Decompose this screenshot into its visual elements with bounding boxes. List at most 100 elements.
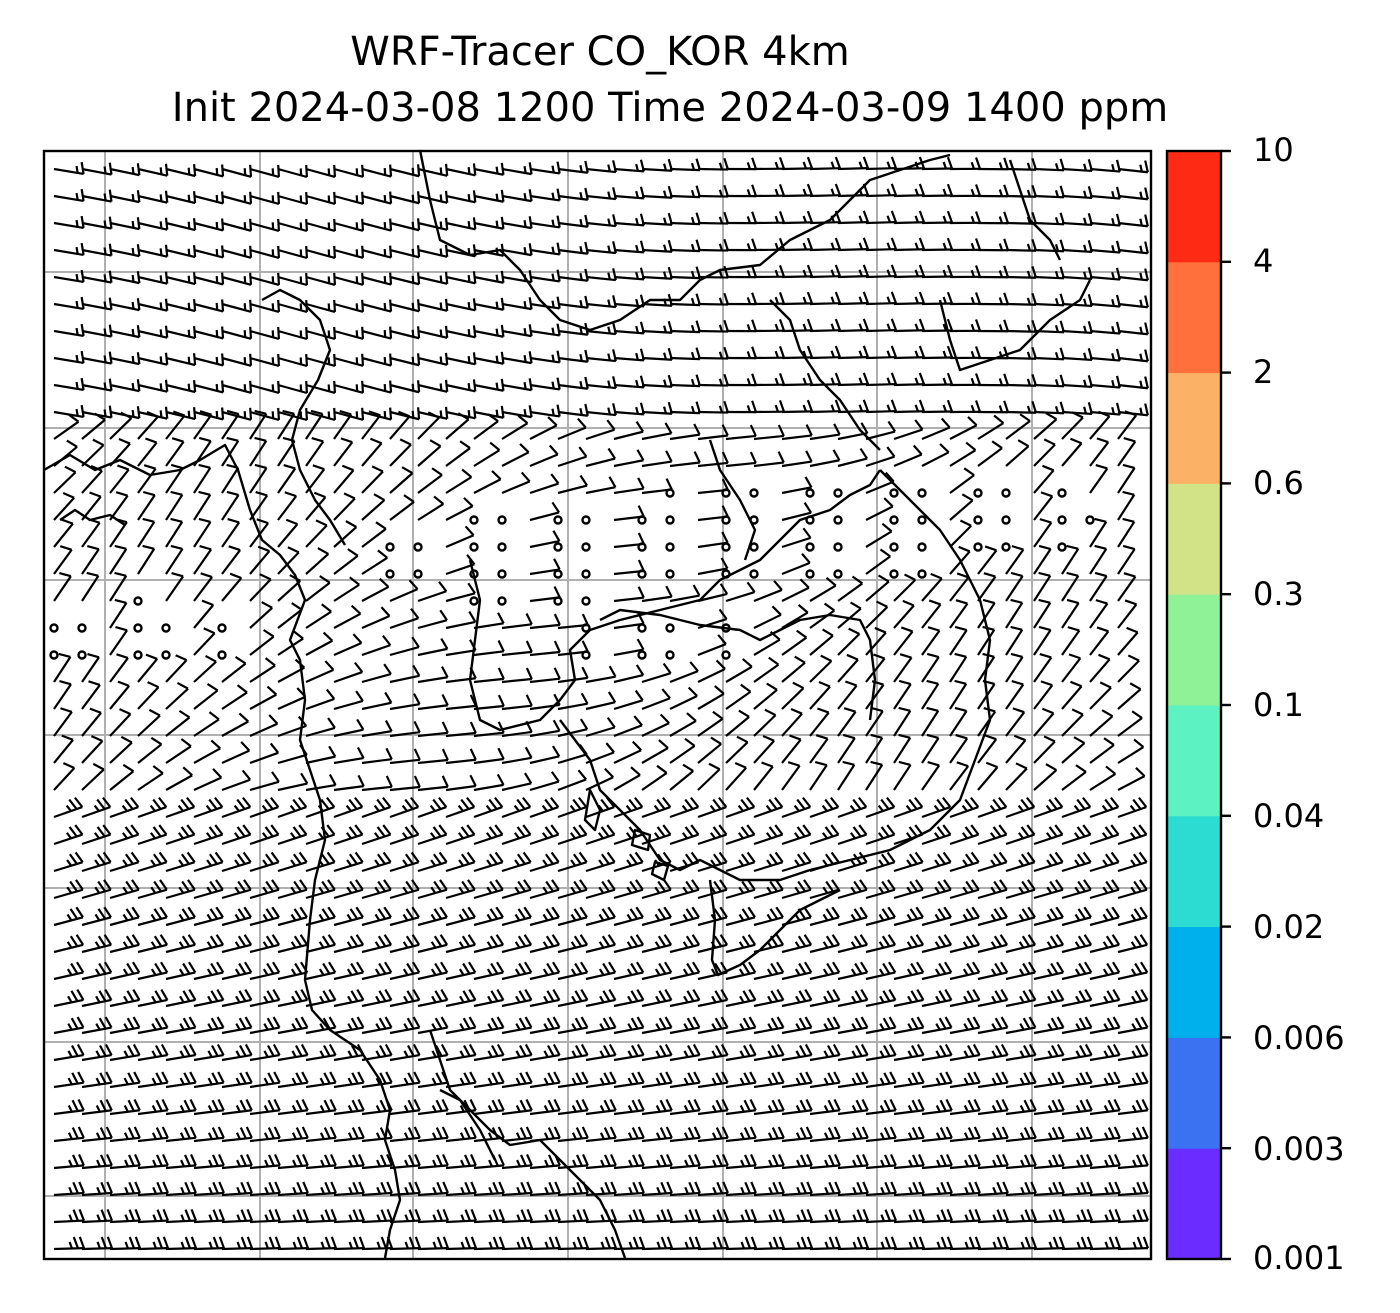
wind-barb — [389, 1071, 421, 1089]
wind-barb — [109, 544, 128, 575]
wind-barb — [809, 760, 828, 791]
wind-barb — [501, 1071, 533, 1089]
wind-barb — [529, 242, 561, 256]
wind-barb — [445, 774, 477, 792]
wind-barb — [193, 353, 225, 367]
wind-barb — [249, 934, 281, 954]
wind-barb — [249, 573, 272, 602]
wind-barb — [977, 1126, 1009, 1143]
wind-barb — [725, 157, 758, 171]
wind-barb — [753, 761, 774, 791]
wind-barb — [557, 1126, 589, 1143]
wind-barb — [641, 374, 674, 388]
wind-barb — [1117, 463, 1136, 494]
wind-barb — [305, 1071, 337, 1089]
wind-barb — [1005, 734, 1027, 764]
wind-barb — [389, 1181, 421, 1197]
wind-barb — [697, 824, 728, 846]
wind-barb — [1033, 571, 1052, 602]
wind-barb — [53, 796, 84, 819]
wind-barb — [1089, 1016, 1121, 1035]
wind-barb — [137, 271, 169, 285]
wind-barb — [921, 851, 952, 873]
wind-barb — [837, 1236, 870, 1251]
wind-barb — [809, 1126, 841, 1143]
wind-barb — [1117, 682, 1142, 710]
wind-barb — [893, 419, 924, 441]
wind-barb — [977, 1208, 1009, 1224]
wind-barb — [753, 906, 784, 927]
wind-barb — [193, 824, 224, 846]
wind-barb — [445, 721, 477, 738]
calm-wind-symbol — [1057, 515, 1067, 525]
wind-barb — [669, 347, 702, 361]
wind-barb — [361, 245, 393, 259]
wind-barb — [361, 1016, 393, 1035]
wind-barb — [53, 1016, 85, 1035]
wind-barb — [417, 217, 449, 231]
wind-barb — [333, 989, 365, 1008]
wind-barb — [697, 238, 730, 252]
wind-barb — [277, 906, 308, 927]
wind-barb — [613, 1071, 645, 1089]
wind-barb — [277, 218, 309, 233]
wind-barb — [137, 1071, 169, 1089]
wind-barb — [473, 851, 504, 873]
wind-barb — [921, 1126, 953, 1143]
calm-wind-symbol — [665, 515, 675, 525]
wind-barb — [1117, 1044, 1149, 1062]
wind-barb — [585, 716, 616, 738]
wind-barb — [445, 352, 477, 366]
wind-barb — [1033, 158, 1066, 172]
wind-barb — [109, 406, 141, 420]
wind-barb — [809, 628, 834, 656]
wind-barb — [249, 601, 273, 629]
wind-barb — [613, 159, 645, 173]
wind-barb — [53, 413, 80, 440]
wind-barb — [277, 989, 309, 1008]
wind-barb — [585, 906, 616, 927]
wind-barb — [193, 245, 225, 259]
wind-barb — [753, 1208, 785, 1224]
wind-barb — [81, 324, 113, 338]
wind-barb — [333, 604, 362, 629]
wind-barb — [249, 218, 281, 232]
wind-barb — [557, 1236, 590, 1251]
wind-barb — [697, 736, 722, 764]
wind-barb — [1005, 157, 1038, 171]
colorbar-segment — [1167, 261, 1221, 374]
wind-barb — [193, 490, 212, 521]
wind-barb — [1005, 265, 1038, 279]
wind-barb — [1005, 934, 1037, 954]
wind-barb — [137, 989, 169, 1008]
wind-barb — [781, 578, 810, 602]
wind-barb — [53, 323, 85, 337]
map-gridlines — [44, 151, 1151, 1259]
wind-barb — [165, 681, 189, 710]
wind-barb — [585, 851, 616, 873]
wind-barb — [417, 244, 449, 258]
wind-barb — [193, 191, 225, 205]
wind-barb — [1089, 961, 1121, 981]
wind-barb — [137, 1181, 169, 1197]
wind-barb — [1061, 851, 1092, 873]
wind-barb — [641, 662, 672, 684]
wind-barb — [1117, 437, 1137, 467]
wind-barb — [137, 352, 169, 366]
wind-barb — [893, 1071, 925, 1089]
wind-barb — [865, 1016, 897, 1035]
wind-barb — [53, 1181, 85, 1197]
wind-barb — [1005, 824, 1036, 846]
wind-barb — [585, 403, 617, 417]
wind-barb — [921, 345, 954, 360]
wind-barb — [501, 613, 533, 630]
wind-barb — [53, 188, 85, 202]
wind-barb — [81, 762, 105, 791]
wind-barb — [1033, 1044, 1065, 1062]
wind-barb — [669, 1208, 701, 1224]
wind-barb — [361, 961, 393, 981]
wind-barb — [1005, 680, 1025, 710]
wind-barb — [165, 463, 184, 494]
wind-barb — [669, 212, 702, 226]
